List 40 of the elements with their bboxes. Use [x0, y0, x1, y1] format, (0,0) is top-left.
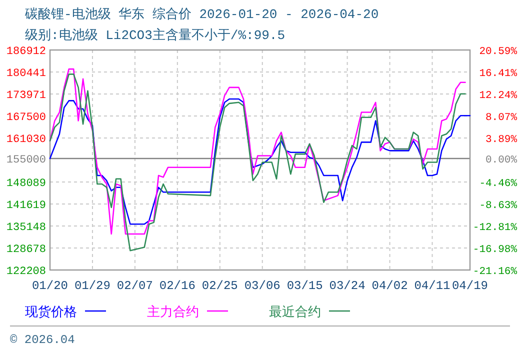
y-tick-label: 155000	[6, 154, 46, 167]
y-tick-label: 122208	[6, 266, 46, 278]
y2-tick-label: -12.81%	[472, 222, 518, 234]
y-tick-label: 180441	[6, 68, 46, 80]
chart-title: 碳酸锂-电池级 华东 综合价 2026-01-20 - 2026-04-20	[24, 7, 379, 22]
legend-label: 现货价格	[25, 305, 77, 320]
y2-tick-label: 20.59%	[479, 46, 518, 58]
y2-tick-label: 16.41%	[479, 68, 518, 80]
y2-tick-label: -16.98%	[472, 244, 518, 256]
x-tick-label: 04/02	[372, 279, 408, 293]
y2-tick-label: 0.00%	[485, 154, 518, 166]
legend-label: 主力合约	[147, 304, 199, 320]
y2-tick-label: -21.16%	[472, 266, 518, 278]
x-tick-label: 03/15	[286, 279, 323, 293]
x-tick-label: 04/19	[452, 279, 488, 293]
legend-label: 最近合约	[269, 305, 321, 320]
y-tick-label: 161030	[6, 134, 46, 146]
x-tick-label: 01/29	[74, 279, 110, 293]
y-tick-label: 128678	[6, 244, 46, 256]
y2-tick-label: 8.07%	[485, 112, 518, 124]
x-tick-label: 02/16	[159, 279, 196, 293]
y-tick-label: 167500	[6, 112, 46, 124]
x-tick-label: 03/24	[329, 279, 366, 293]
y-tick-label: 173971	[6, 90, 46, 102]
y2-tick-label: 3.89%	[485, 134, 518, 146]
x-tick-label: 04/11	[414, 279, 450, 293]
x-tick-label: 02/07	[116, 279, 153, 293]
y2-tick-label: -8.63%	[479, 200, 518, 212]
y-tick-label: 135148	[6, 222, 46, 234]
x-tick-label: 01/20	[32, 279, 68, 293]
y-tick-label: 148089	[6, 178, 46, 190]
y2-tick-label: 12.24%	[479, 90, 518, 102]
line-series	[49, 98, 471, 225]
x-tick-label: 02/25	[202, 279, 238, 293]
text: © 2026.04	[10, 333, 75, 347]
y2-tick-label: -4.46%	[479, 178, 518, 190]
y-tick-label: 141619	[6, 200, 46, 212]
y-tick-label: 186912	[6, 46, 46, 58]
chart-subtitle: 级别:电池级 Li2CO3主含量不小于/%:99.5	[25, 27, 286, 43]
x-tick-label: 03/06	[244, 279, 280, 293]
